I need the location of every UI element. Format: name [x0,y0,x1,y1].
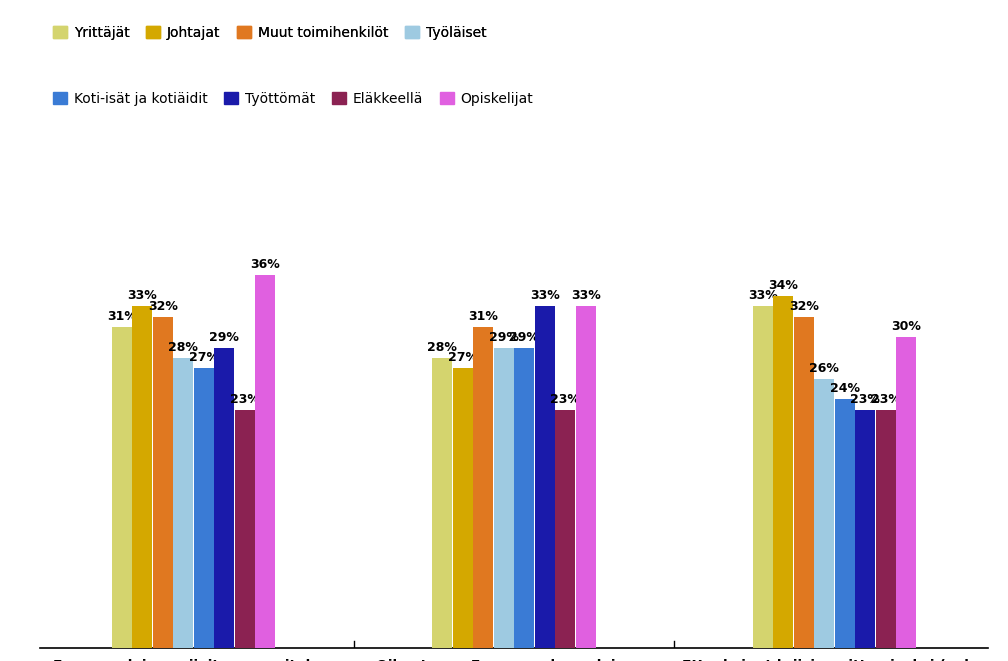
Text: 33%: 33% [127,290,157,302]
Bar [835,399,855,648]
Text: 30%: 30% [891,321,921,333]
Text: 23%: 23% [871,393,901,406]
Text: 28%: 28% [427,341,458,354]
Text: 27%: 27% [188,351,219,364]
Bar [753,306,773,648]
Text: 33%: 33% [748,290,778,302]
Text: 27%: 27% [448,351,478,364]
Bar [153,317,172,648]
Bar [773,296,793,648]
Bar [814,379,835,648]
Legend: Yrittäjät, Johtajat, Muut toimihenkilöt, Työläiset: Yrittäjät, Johtajat, Muut toimihenkilöt,… [47,20,492,45]
Bar [453,368,473,648]
Text: 23%: 23% [230,393,260,406]
Text: 31%: 31% [107,310,137,323]
Legend: Koti-isät ja kotiäidit, Työttömät, Eläkkeellä, Opiskelijat: Koti-isät ja kotiäidit, Työttömät, Eläkk… [47,87,539,111]
Text: 32%: 32% [789,299,818,313]
Text: 28%: 28% [168,341,199,354]
Bar [896,337,916,648]
Text: 23%: 23% [550,393,581,406]
Bar [255,276,275,648]
Bar [494,348,514,648]
Text: 33%: 33% [530,290,559,302]
Text: 29%: 29% [509,330,539,344]
Text: 31%: 31% [469,310,498,323]
Bar [856,410,875,648]
Text: 26%: 26% [809,362,840,375]
Bar [194,368,214,648]
Text: 29%: 29% [489,330,519,344]
Bar [235,410,255,648]
Bar [432,358,453,648]
Text: 36%: 36% [250,258,280,271]
Bar [173,358,194,648]
Bar [576,306,596,648]
Text: 23%: 23% [851,393,880,406]
Bar [535,306,554,648]
Bar [555,410,576,648]
Bar [514,348,534,648]
Text: 34%: 34% [768,279,798,292]
Bar [794,317,813,648]
Bar [112,327,132,648]
Bar [876,410,896,648]
Text: 33%: 33% [571,290,601,302]
Text: 29%: 29% [210,330,239,344]
Text: 32%: 32% [148,299,177,313]
Bar [215,348,234,648]
Bar [474,327,493,648]
Bar [132,306,152,648]
Text: 24%: 24% [830,382,860,395]
